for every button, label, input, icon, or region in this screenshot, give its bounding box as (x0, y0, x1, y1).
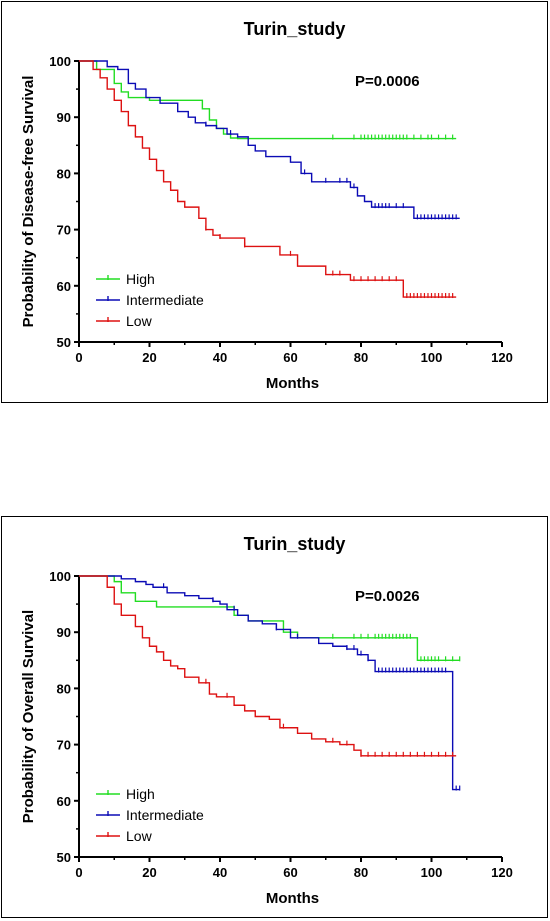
survival-curve-intermediate (79, 575, 460, 791)
x-tick-label: 80 (354, 865, 368, 880)
x-tick-label: 100 (421, 350, 443, 365)
chart-panel-overall: Turin_study P=0.0026 Months Probability … (1, 516, 548, 918)
x-tick-label: 40 (213, 865, 227, 880)
y-tick-label: 70 (57, 738, 71, 753)
legend-label-intermediate: Intermediate (126, 292, 204, 308)
x-tick-label: 120 (491, 865, 513, 880)
y-tick-label: 100 (49, 54, 71, 69)
x-tick-label: 20 (142, 865, 156, 880)
legend-label-high: High (126, 271, 155, 287)
y-axis-label: Probability of Overall Survival (20, 610, 37, 823)
x-tick-label: 0 (75, 350, 82, 365)
y-tick-label: 50 (57, 335, 71, 350)
survival-curve-low (79, 575, 457, 757)
legend-label-low: Low (126, 313, 153, 329)
x-tick-label: 80 (354, 350, 368, 365)
x-axis-label: Months (266, 375, 319, 392)
legend-label-low: Low (126, 828, 153, 844)
x-tick-label: 20 (142, 350, 156, 365)
x-tick-label: 100 (421, 865, 443, 880)
chart-title: Turin_study (244, 534, 346, 554)
x-tick-label: 40 (213, 350, 227, 365)
x-tick-label: 120 (491, 350, 513, 365)
y-tick-label: 60 (57, 279, 71, 294)
x-tick-label: 0 (75, 865, 82, 880)
p-value-annotation: P=0.0026 (355, 588, 420, 605)
y-tick-label: 90 (57, 110, 71, 125)
y-tick-label: 60 (57, 794, 71, 809)
survival-curve-intermediate (79, 60, 460, 220)
x-tick-label: 60 (283, 865, 297, 880)
y-tick-label: 70 (57, 223, 71, 238)
p-value-annotation: P=0.0006 (355, 73, 420, 90)
x-axis-label: Months (266, 890, 319, 907)
legend-label-intermediate: Intermediate (126, 807, 204, 823)
y-tick-label: 90 (57, 625, 71, 640)
legend-label-high: High (126, 786, 155, 802)
y-tick-label: 80 (57, 166, 71, 181)
chart-panel-disease-free: Turin_study P=0.0006 Months Probability … (1, 1, 548, 403)
chart-disease-free-survival: Turin_study P=0.0006 Months Probability … (20, 19, 513, 392)
y-tick-label: 100 (49, 569, 71, 584)
y-axis-label: Probability of Disease-free Survival (20, 76, 37, 328)
chart-title: Turin_study (244, 19, 346, 39)
survival-curve-low (79, 60, 457, 298)
chart-overall-survival: Turin_study P=0.0026 Months Probability … (20, 534, 513, 907)
x-tick-label: 60 (283, 350, 297, 365)
y-tick-label: 80 (57, 681, 71, 696)
y-tick-label: 50 (57, 850, 71, 865)
